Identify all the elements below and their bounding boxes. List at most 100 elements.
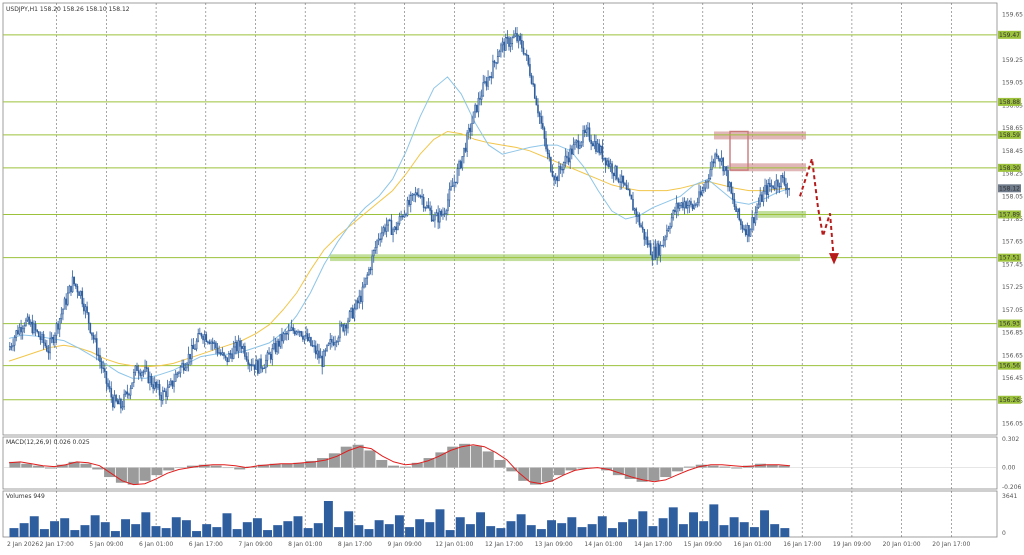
candle-body [141,372,143,376]
x-tick-label: 19 Jan 09:00 [833,541,871,548]
candle-body [134,365,137,373]
volume-bar [719,525,729,537]
candle-body [683,201,686,209]
candle-body [406,199,409,216]
volume-bar [607,528,617,537]
macd-hist-bar [269,463,281,468]
candle-body [160,394,162,401]
macd-hist-bar [482,451,494,468]
candle-body [620,175,623,183]
candle-body [608,160,610,168]
candle-body [248,364,251,366]
candle-body [379,238,381,240]
candle-body [335,341,338,343]
candle-body [596,143,599,152]
candle-body [659,244,662,256]
candle-body [701,190,704,196]
candle-body [696,201,699,206]
macd-hist-bar [222,467,234,469]
candle-body [62,308,64,315]
candle-body [161,390,164,401]
macd-hist-bar [210,465,222,468]
candle-body [174,374,177,382]
candle-body [380,232,383,240]
candle-body [453,181,456,187]
candle-body [628,189,631,196]
volume-bar [121,519,131,537]
macd-y-tick: 0.302 [1002,436,1019,443]
candle-body [392,229,394,236]
candle-body [89,322,92,333]
candle-body [617,178,620,183]
macd-hist-bar [127,467,139,485]
macd-hist-bar [683,466,695,468]
candle-body [99,355,101,362]
candle-body [355,300,357,310]
candle-body [540,116,543,124]
volume-bar [739,522,749,537]
candle-body [738,208,741,220]
candle-body [640,224,642,228]
level-label: 158.30 [999,165,1020,172]
candle-body [704,181,707,189]
candle-body [637,214,639,217]
candle-body [583,130,586,133]
candle-body [9,346,11,351]
candle-body [754,212,757,224]
candle-body [202,335,204,341]
candle-body [670,217,673,227]
macd-hist-bar [92,467,104,470]
candle-body [256,360,259,374]
candle-body [306,333,309,341]
candle-body [331,339,333,343]
candle-body [732,192,734,200]
candle-body [128,393,130,396]
candle-body [190,344,193,360]
candle-body [269,353,272,360]
volume-y-tick-max: 3641 [1002,493,1017,500]
candle-body [625,184,628,190]
candle-body [498,50,501,57]
candle-body [609,163,612,168]
candle-body [741,224,744,230]
volume-bar [557,523,567,537]
candle-body [276,340,278,353]
candle-body [698,191,700,203]
candle-body [487,77,489,87]
candle-body [327,343,330,346]
candle-body [522,47,525,54]
level-label-bg [998,163,1021,172]
candle-body [26,316,29,321]
candle-body [384,227,386,232]
volume-bar [131,524,141,537]
candle-body [611,163,613,174]
volume-bar [354,525,364,537]
candle-body [55,323,58,336]
y-tick-label: 159.05 [1002,80,1023,87]
candle-body [334,341,336,346]
candle-body [535,97,538,106]
candle-body [720,157,723,162]
candle-body [25,319,27,326]
macd-hist-bar [435,452,447,468]
candle-body [772,185,774,189]
candle-body [192,344,195,350]
candle-body [575,140,578,143]
candle-body [451,185,454,188]
y-tick-label: 157.05 [1002,307,1023,314]
candle-body [570,148,573,155]
candle-body [767,182,770,195]
candle-body [622,175,625,184]
candle-body [266,352,269,361]
volume-bar [263,530,273,537]
candle-body [186,364,188,369]
candle-body [165,391,167,397]
y-tick-label: 159.25 [1002,57,1023,64]
candle-body [348,311,351,322]
macd-hist-bar [612,467,624,476]
volume-bar [567,517,577,537]
candle-body [250,364,253,367]
candle-body [372,250,375,257]
